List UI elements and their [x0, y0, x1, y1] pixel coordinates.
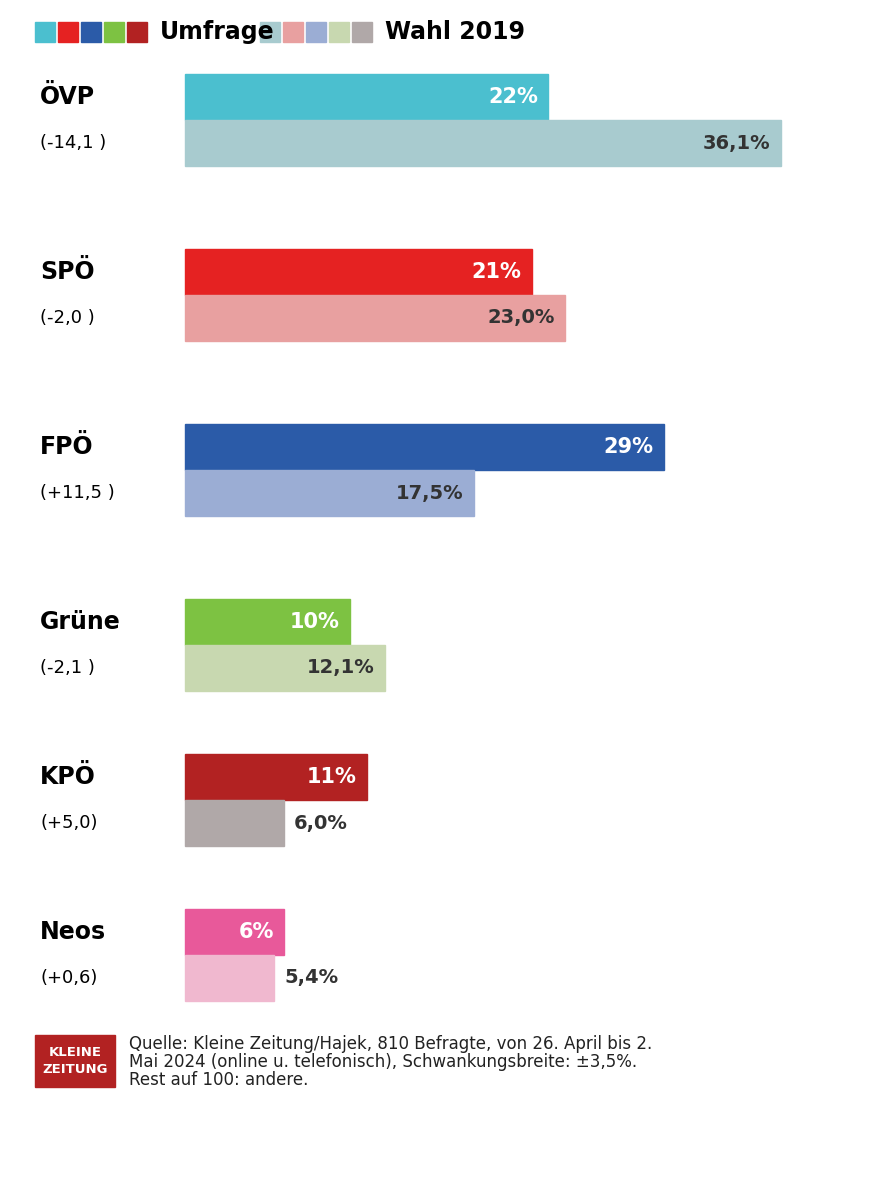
Text: KLEINE
ZEITUNG: KLEINE ZEITUNG: [43, 1046, 108, 1076]
Bar: [185, 754, 366, 800]
Bar: [260, 22, 280, 42]
Text: 6,0%: 6,0%: [294, 814, 348, 833]
Text: 11%: 11%: [307, 767, 356, 787]
Bar: [329, 22, 349, 42]
Bar: [185, 955, 274, 1001]
Text: 21%: 21%: [472, 262, 522, 282]
Text: Rest auf 100: andere.: Rest auf 100: andere.: [129, 1070, 308, 1090]
Bar: [185, 424, 663, 470]
Text: (-14,1 ): (-14,1 ): [40, 134, 107, 152]
Bar: [35, 1034, 115, 1087]
Text: 22%: 22%: [488, 86, 538, 107]
Bar: [81, 22, 101, 42]
Text: (+11,5 ): (+11,5 ): [40, 484, 115, 502]
Text: 36,1%: 36,1%: [703, 133, 771, 152]
Bar: [58, 22, 78, 42]
Bar: [185, 248, 532, 295]
Text: KPÖ: KPÖ: [40, 766, 96, 790]
Text: (-2,1 ): (-2,1 ): [40, 659, 95, 677]
Bar: [185, 470, 474, 516]
Text: 23,0%: 23,0%: [487, 308, 555, 328]
Text: Grüne: Grüne: [40, 610, 121, 634]
Text: 6%: 6%: [238, 922, 274, 942]
Text: 29%: 29%: [604, 437, 653, 457]
Text: ÖVP: ÖVP: [40, 85, 95, 109]
Bar: [185, 800, 284, 846]
Text: Quelle: Kleine Zeitung/Hajek, 810 Befragte, von 26. April bis 2.: Quelle: Kleine Zeitung/Hajek, 810 Befrag…: [129, 1034, 653, 1054]
Text: Neos: Neos: [40, 920, 106, 944]
Bar: [185, 646, 385, 691]
Bar: [185, 295, 565, 341]
Text: (+0,6): (+0,6): [40, 970, 98, 986]
Bar: [185, 910, 284, 955]
Text: 5,4%: 5,4%: [284, 968, 338, 988]
Bar: [185, 599, 350, 646]
Bar: [185, 120, 781, 166]
Text: Umfrage: Umfrage: [160, 20, 275, 44]
Bar: [352, 22, 372, 42]
Text: (-2,0 ): (-2,0 ): [40, 308, 95, 326]
Text: 10%: 10%: [290, 612, 340, 632]
Bar: [185, 74, 548, 120]
Text: FPÖ: FPÖ: [40, 434, 93, 458]
Bar: [104, 22, 124, 42]
Bar: [306, 22, 326, 42]
Bar: [283, 22, 303, 42]
Text: 12,1%: 12,1%: [307, 659, 374, 678]
Text: (+5,0): (+5,0): [40, 814, 98, 832]
Text: SPÖ: SPÖ: [40, 260, 94, 284]
Bar: [127, 22, 147, 42]
Text: Wahl 2019: Wahl 2019: [385, 20, 525, 44]
Text: Mai 2024 (online u. telefonisch), Schwankungsbreite: ±3,5%.: Mai 2024 (online u. telefonisch), Schwan…: [129, 1054, 637, 1070]
Text: 17,5%: 17,5%: [396, 484, 464, 503]
Bar: [35, 22, 55, 42]
